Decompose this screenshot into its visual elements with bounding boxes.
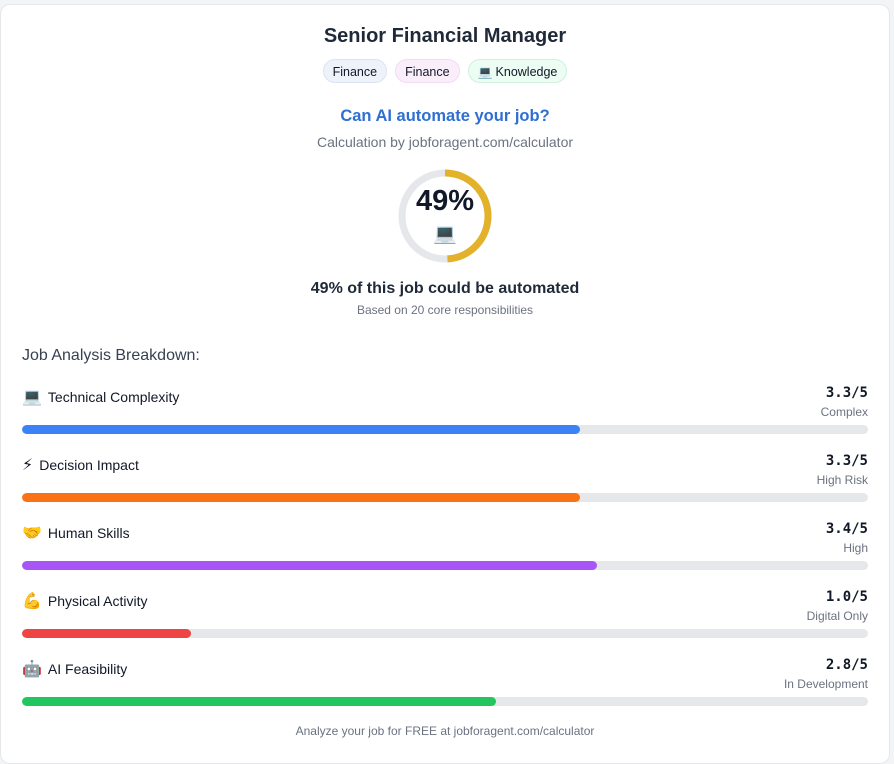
metric-name: 🤝 Human Skills: [22, 523, 130, 543]
calculation-source: Calculation by jobforagent.com/calculato…: [316, 134, 574, 150]
metric-bar-track: [22, 697, 868, 706]
tag-list: Finance Finance 💻 Knowledge: [1, 59, 889, 83]
metric-score: 3.3/5: [825, 385, 868, 401]
metric-decision-impact: ⚡ Decision Impact 3.3/5 High Risk: [22, 453, 868, 513]
metric-level: Digital Only: [806, 609, 868, 623]
laptop-icon: 💻: [477, 65, 493, 79]
metric-bar-track: [22, 425, 868, 434]
handshake-icon: 🤝: [22, 525, 42, 542]
metric-bar-fill: [22, 561, 598, 570]
flexed-biceps-icon: 💪: [22, 593, 42, 610]
metric-name: ⚡ Decision Impact: [22, 455, 139, 475]
job-analysis-card: Senior Financial Manager Finance Finance…: [0, 4, 890, 764]
robot-icon: 🤖: [22, 661, 42, 678]
metric-score: 3.4/5: [825, 521, 868, 537]
metric-bar-track: [22, 493, 868, 502]
automation-question: Can AI automate your job?: [340, 107, 550, 125]
lightning-icon: ⚡: [22, 457, 34, 474]
metric-label: Physical Activity: [47, 593, 148, 609]
laptop-icon: 💻: [433, 224, 457, 245]
metric-label: Human Skills: [47, 525, 130, 541]
gauge-percent: 49%: [415, 185, 475, 217]
gauge-ring: [398, 169, 492, 263]
metric-score: 1.0/5: [825, 589, 868, 605]
footer-note: Analyze your job for FREE at jobforagent…: [295, 724, 595, 738]
metric-name: 💪 Physical Activity: [22, 591, 148, 611]
metric-score: 3.3/5: [825, 453, 868, 469]
tag-label: Knowledge: [495, 65, 558, 79]
tag-label: Finance: [405, 65, 450, 79]
metric-bar-track: [22, 561, 868, 570]
metric-label: AI Feasibility: [47, 661, 128, 677]
automation-gauge: 49% 💻: [396, 167, 494, 265]
metric-ai-feasibility: 🤖 AI Feasibility 2.8/5 In Development: [22, 657, 868, 717]
laptop-icon: 💻: [22, 389, 42, 406]
tag-knowledge: 💻 Knowledge: [467, 59, 568, 83]
metric-bar-fill: [22, 697, 496, 706]
metric-label: Technical Complexity: [47, 389, 180, 405]
responsibility-count: Based on 20 core responsibilities: [356, 303, 534, 317]
metric-level: In Development: [783, 677, 868, 691]
automation-summary: 49% of this job could be automated: [310, 280, 580, 297]
tag-finance-secondary: Finance: [395, 59, 460, 83]
metric-score: 2.8/5: [825, 657, 868, 673]
metric-bar-track: [22, 629, 868, 638]
metric-label: Decision Impact: [39, 457, 139, 473]
job-title: Senior Financial Manager: [323, 25, 567, 47]
metric-technical-complexity: 💻 Technical Complexity 3.3/5 Complex: [22, 385, 868, 445]
tag-finance: Finance: [322, 59, 388, 83]
metric-level: High: [843, 541, 868, 555]
metric-bar-fill: [22, 493, 581, 502]
metric-level: High Risk: [816, 473, 868, 487]
metric-level: Complex: [820, 405, 868, 419]
gauge-progress: [398, 169, 492, 263]
section-heading: Job Analysis Breakdown:: [22, 347, 200, 364]
metric-human-skills: 🤝 Human Skills 3.4/5 High: [22, 521, 868, 581]
metric-physical-activity: 💪 Physical Activity 1.0/5 Digital Only: [22, 589, 868, 649]
metric-bar-fill: [22, 425, 581, 434]
metric-name: 🤖 AI Feasibility: [22, 659, 127, 679]
metric-name: 💻 Technical Complexity: [22, 387, 179, 407]
metric-bar-fill: [22, 629, 192, 638]
tag-label: Finance: [332, 65, 378, 79]
